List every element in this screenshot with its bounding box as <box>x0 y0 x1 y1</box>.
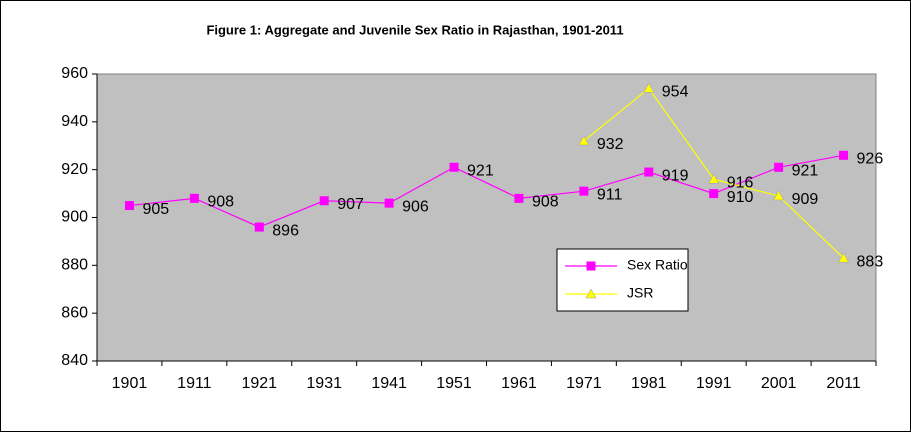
marker <box>839 150 849 160</box>
data-label: 883 <box>857 253 884 270</box>
marker <box>838 252 849 263</box>
data-label: 921 <box>792 162 819 179</box>
data-label: 932 <box>597 136 624 153</box>
x-tick-label: 1971 <box>566 375 602 392</box>
marker <box>709 189 719 199</box>
marker <box>774 162 784 172</box>
y-tick-label: 960 <box>61 65 88 82</box>
chart-title: Figure 1: Aggregate and Juvenile Sex Rat… <box>206 22 623 37</box>
marker <box>189 193 199 203</box>
y-tick-label: 940 <box>61 113 88 130</box>
data-label: 916 <box>727 174 754 191</box>
legend-label: Sex Ratio <box>627 257 688 273</box>
marker <box>643 82 655 93</box>
y-tick-label: 900 <box>61 209 88 226</box>
x-tick-label: 1981 <box>631 375 667 392</box>
x-tick-label: 1961 <box>501 375 537 392</box>
data-label: 926 <box>857 151 884 168</box>
y-tick-label: 860 <box>61 304 88 321</box>
data-label: 908 <box>532 194 559 211</box>
marker <box>708 173 720 184</box>
x-tick-label: 2011 <box>826 375 861 392</box>
x-tick-label: 1941 <box>371 375 407 392</box>
marker <box>514 193 524 203</box>
marker <box>586 261 596 271</box>
data-label: 910 <box>727 189 754 206</box>
marker <box>644 167 654 177</box>
plot-area <box>96 73 877 362</box>
data-label: 954 <box>662 84 689 101</box>
data-label: 911 <box>597 186 623 203</box>
marker <box>579 186 589 196</box>
x-tick-label: 2001 <box>761 375 797 392</box>
marker <box>124 201 134 211</box>
marker <box>254 222 264 232</box>
data-label: 921 <box>467 162 494 179</box>
x-tick-label: 1911 <box>177 375 212 392</box>
data-label: 907 <box>337 196 364 213</box>
marker <box>319 196 329 206</box>
marker <box>585 288 597 299</box>
data-label: 906 <box>402 198 429 215</box>
x-tick-label: 1991 <box>696 375 732 392</box>
legend-label: JSR <box>627 285 653 301</box>
marker <box>773 190 785 201</box>
marker <box>578 135 590 146</box>
data-label: 909 <box>792 191 819 208</box>
data-label: 919 <box>662 167 689 184</box>
data-label: 908 <box>207 194 234 211</box>
series-line <box>129 154 844 228</box>
marker <box>449 162 459 172</box>
legend <box>556 248 689 312</box>
x-tick-label: 1931 <box>306 375 342 392</box>
x-tick-label: 1921 <box>241 375 277 392</box>
marker <box>384 198 394 208</box>
data-label: 896 <box>272 222 299 239</box>
y-tick-label: 840 <box>61 352 88 369</box>
y-tick-label: 920 <box>61 161 88 178</box>
x-tick-label: 1951 <box>436 375 472 392</box>
data-label: 905 <box>142 201 169 218</box>
x-tick-label: 1901 <box>112 375 148 392</box>
y-tick-label: 880 <box>61 257 88 274</box>
